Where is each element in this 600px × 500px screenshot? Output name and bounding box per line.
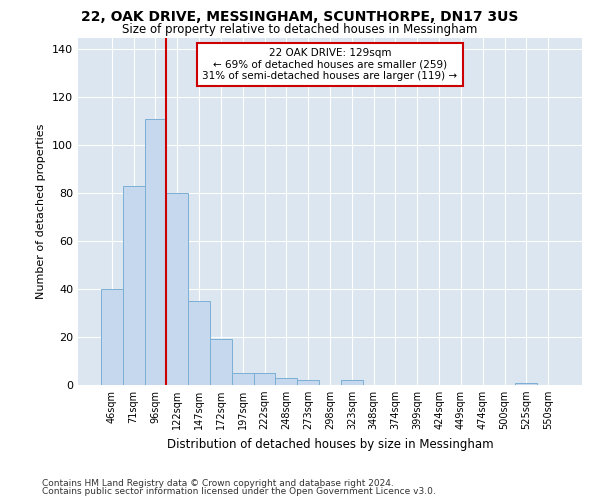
Bar [188, 301, 210, 385]
Text: Contains HM Land Registry data © Crown copyright and database right 2024.: Contains HM Land Registry data © Crown c… [42, 478, 394, 488]
Bar [275, 378, 297, 385]
Bar [254, 373, 275, 385]
Text: Contains public sector information licensed under the Open Government Licence v3: Contains public sector information licen… [42, 487, 436, 496]
Bar [515, 382, 537, 385]
Bar [232, 373, 254, 385]
Y-axis label: Number of detached properties: Number of detached properties [37, 124, 46, 299]
Bar [297, 380, 319, 385]
Bar [341, 380, 363, 385]
Text: 22, OAK DRIVE, MESSINGHAM, SCUNTHORPE, DN17 3US: 22, OAK DRIVE, MESSINGHAM, SCUNTHORPE, D… [82, 10, 518, 24]
Bar [145, 119, 166, 385]
Text: 22 OAK DRIVE: 129sqm
← 69% of detached houses are smaller (259)
31% of semi-deta: 22 OAK DRIVE: 129sqm ← 69% of detached h… [202, 48, 458, 81]
Bar [101, 289, 123, 385]
X-axis label: Distribution of detached houses by size in Messingham: Distribution of detached houses by size … [167, 438, 493, 450]
Text: Size of property relative to detached houses in Messingham: Size of property relative to detached ho… [122, 22, 478, 36]
Bar [123, 186, 145, 385]
Bar [210, 340, 232, 385]
Bar [166, 194, 188, 385]
